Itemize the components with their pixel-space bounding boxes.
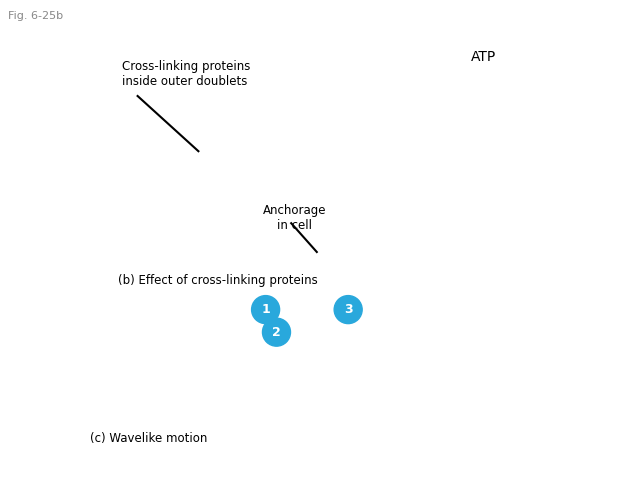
Ellipse shape (334, 296, 362, 324)
Text: Fig. 6-25b: Fig. 6-25b (8, 11, 63, 21)
Text: 2: 2 (272, 325, 281, 339)
Text: 3: 3 (344, 303, 353, 316)
Text: Anchorage
in cell: Anchorage in cell (262, 204, 326, 232)
Text: ATP: ATP (470, 50, 495, 64)
Text: (c) Wavelike motion: (c) Wavelike motion (90, 432, 207, 445)
Text: 1: 1 (261, 303, 270, 316)
Text: Cross-linking proteins
inside outer doublets: Cross-linking proteins inside outer doub… (122, 60, 250, 88)
Ellipse shape (262, 318, 291, 346)
Ellipse shape (252, 296, 280, 324)
Text: (b) Effect of cross-linking proteins: (b) Effect of cross-linking proteins (118, 274, 318, 287)
